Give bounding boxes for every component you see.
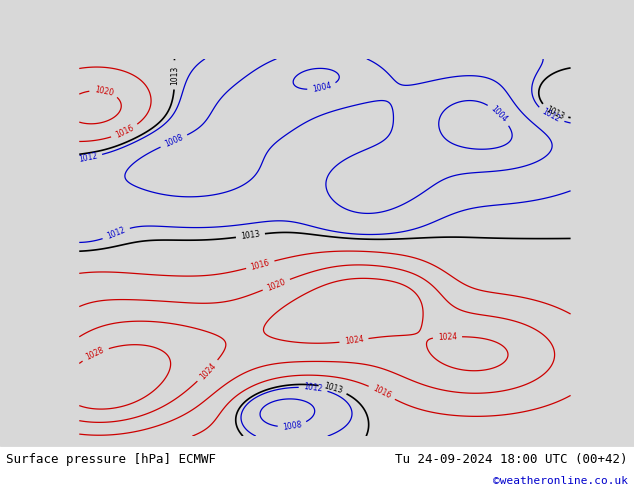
Text: 1012: 1012 [77, 151, 98, 164]
Text: ©weatheronline.co.uk: ©weatheronline.co.uk [493, 476, 628, 486]
Text: 1016: 1016 [372, 384, 392, 401]
Text: 1020: 1020 [266, 277, 287, 293]
Text: 1013: 1013 [544, 104, 565, 121]
Text: 1024: 1024 [344, 335, 364, 346]
Text: 1013: 1013 [170, 65, 179, 85]
Text: 1024: 1024 [198, 361, 217, 381]
Text: 1012: 1012 [303, 383, 323, 394]
Text: 1008: 1008 [282, 420, 302, 432]
Text: 1016: 1016 [114, 123, 135, 140]
Text: 1013: 1013 [240, 230, 261, 241]
Text: 1024: 1024 [437, 332, 457, 342]
Text: 1012: 1012 [540, 107, 562, 124]
Text: 1004: 1004 [311, 81, 332, 95]
Text: 1012: 1012 [106, 226, 127, 241]
Text: 1013: 1013 [323, 382, 344, 395]
Text: Tu 24-09-2024 18:00 UTC (00+42): Tu 24-09-2024 18:00 UTC (00+42) [395, 453, 628, 466]
Text: Surface pressure [hPa] ECMWF: Surface pressure [hPa] ECMWF [6, 453, 216, 466]
Text: 1016: 1016 [250, 258, 271, 271]
Text: 1020: 1020 [94, 85, 114, 98]
Text: 1028: 1028 [85, 346, 106, 362]
Text: 1004: 1004 [489, 104, 509, 124]
Text: 1008: 1008 [163, 133, 184, 149]
